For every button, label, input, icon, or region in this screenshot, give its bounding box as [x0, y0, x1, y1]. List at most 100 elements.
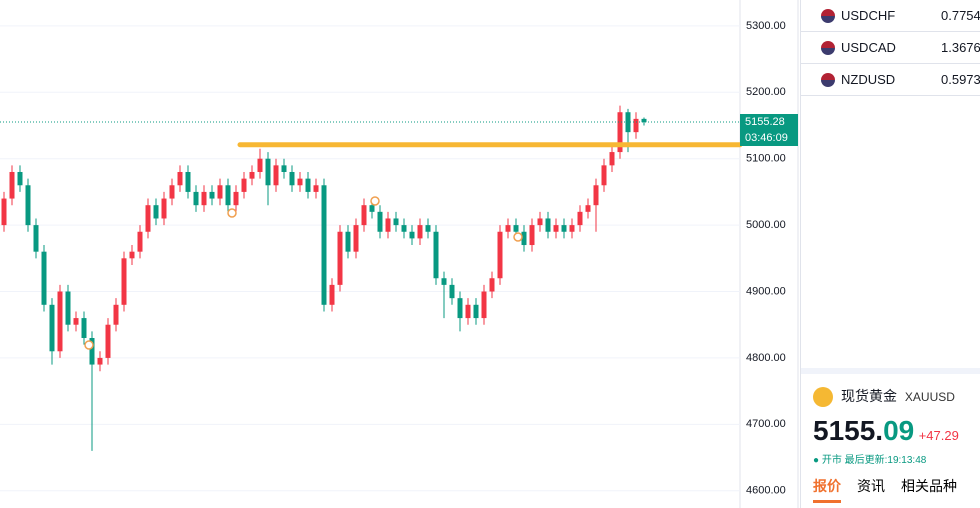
candle-body [465, 304, 471, 319]
y-tick-label: 5100.00 [746, 153, 786, 165]
symbol: USDCAD [841, 40, 896, 55]
candle-body [561, 225, 567, 232]
update-time: 最后更新:19:13:48 [844, 455, 927, 467]
candle-body [265, 158, 271, 186]
flag [821, 72, 835, 87]
candle-body [425, 225, 431, 232]
candle-body [233, 191, 239, 206]
candle-body [353, 225, 359, 252]
candle-body [249, 171, 255, 179]
candle-body [177, 171, 183, 186]
chart: 4600.00 4700.00 4800.00 4900.00 5000.00 5100.… [0, 0, 799, 508]
candle-body [81, 318, 87, 339]
candle-body [241, 178, 247, 192]
candle-body [409, 231, 415, 239]
candle-body [473, 304, 479, 319]
candle-body [33, 225, 39, 252]
price-dec: 09 [883, 415, 915, 447]
candle-body [113, 304, 119, 325]
price: 0.7754 [941, 8, 980, 23]
candle-body [529, 225, 535, 246]
candle-body [185, 171, 191, 192]
y-tick-label: 4700.00 [746, 418, 786, 430]
candle-body [145, 205, 151, 232]
y-tick-label: 4600.00 [746, 485, 786, 497]
y-tick-label: 5200.00 [746, 86, 786, 98]
candle-body [345, 231, 351, 252]
candle-body [121, 258, 127, 305]
tab[interactable]: 资讯 [857, 478, 885, 495]
candle-body [193, 191, 199, 206]
candle-body [497, 231, 503, 279]
y-tick-label: 4800.00 [746, 352, 786, 364]
quote-card: 现货黄金 XAUUSD 5155.09 +47.29 ● 开市 最后更新:19:… [801, 368, 980, 508]
candle-body [377, 211, 383, 232]
candle-body [257, 158, 263, 172]
candle-body [289, 171, 295, 186]
candle-body [41, 251, 47, 305]
y-tick-label: 5300.00 [746, 20, 786, 32]
candle-body [633, 118, 639, 133]
candle-body [585, 205, 591, 212]
y-tick-label: 4900.00 [746, 285, 786, 297]
candle-body [393, 218, 399, 226]
candle-body [489, 278, 495, 292]
candle-body [273, 165, 279, 186]
candle-body [537, 218, 543, 226]
candle-body [313, 185, 319, 192]
candle-body [57, 291, 63, 352]
price: 1.3676 [941, 40, 980, 55]
tab[interactable]: 相关品种 [901, 478, 957, 495]
last-price-label: 5155.28 [745, 116, 785, 128]
candle-body [89, 338, 95, 365]
candle-body [153, 205, 159, 219]
candle-body [65, 291, 71, 325]
flag [821, 40, 835, 55]
watchlist: USDCHF 0.7754 USDCAD 1.3676 NZDUSD 0.5973 [801, 0, 980, 96]
event-marker [84, 340, 94, 350]
tab[interactable]: 报价 [813, 476, 841, 504]
candle-body [545, 218, 551, 232]
candle-body [49, 304, 55, 352]
event-marker [513, 232, 523, 242]
price-change: +47.29 [918, 428, 959, 444]
candle-body [105, 324, 111, 358]
price: 0.5973 [941, 72, 980, 87]
candle-body [641, 118, 647, 123]
candle-body [593, 185, 599, 206]
event-marker [227, 208, 237, 218]
countdown-label: 03:46:09 [745, 132, 788, 144]
candle-body [505, 225, 511, 232]
candle-body [201, 191, 207, 206]
y-tick-label: 5000.00 [746, 219, 786, 231]
candle-body [137, 231, 143, 252]
candle-body [401, 225, 407, 232]
instrument-name: 现货黄金 [841, 388, 897, 404]
candle-body [25, 185, 31, 226]
candle-body [601, 165, 607, 186]
candle-body [17, 171, 23, 186]
candle-body [441, 278, 447, 285]
candle-body [361, 205, 367, 226]
candle-body [169, 185, 175, 199]
candle-body [433, 231, 439, 279]
watchlist-row[interactable]: USDCAD 1.3676 [801, 32, 980, 64]
event-marker [370, 196, 380, 206]
candle-body [385, 218, 391, 232]
candle-body [129, 251, 135, 259]
candle-body [225, 185, 231, 206]
candle-body [569, 225, 575, 232]
watchlist-row[interactable]: USDCHF 0.7754 [801, 0, 980, 32]
market-status: 开市 [821, 455, 842, 467]
candle-body [1, 198, 7, 226]
price-int: 5155. [813, 415, 884, 447]
candle-body [417, 225, 423, 239]
candle-body [617, 112, 623, 153]
candle-body [513, 225, 519, 232]
symbol: USDCHF [841, 8, 896, 23]
candle-body [609, 152, 615, 166]
candle-body [481, 291, 487, 319]
watchlist-row[interactable]: NZDUSD 0.5973 [801, 64, 980, 96]
candle-body [73, 318, 79, 325]
